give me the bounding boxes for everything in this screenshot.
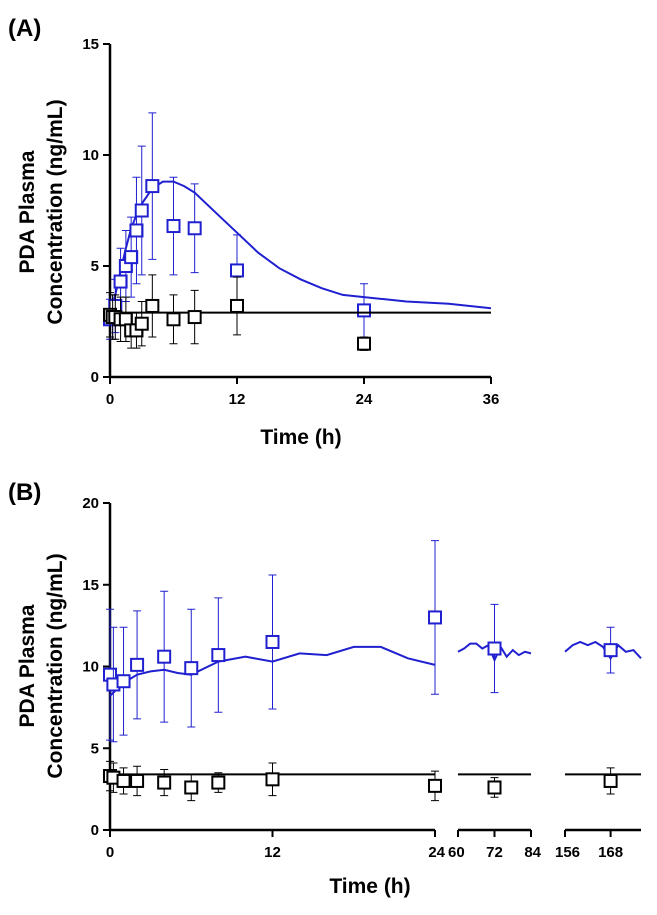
panel-a-xlabel: Time (h) xyxy=(260,426,341,449)
panel-b-xlabel: Time (h) xyxy=(329,875,410,898)
panel-b-series-0-point xyxy=(428,610,442,625)
panel-a-series-0-fit-line xyxy=(109,180,492,318)
panel-b-series-0-fit-line xyxy=(564,640,642,661)
panel-a-y-tick-label: 0 xyxy=(91,369,99,386)
panel-b-x-tick-label: 72 xyxy=(486,844,503,861)
panel-b-series-1-point xyxy=(157,775,172,790)
panel-a-y-tick-label: 5 xyxy=(91,258,99,275)
panel-b-y-tick-label: 0 xyxy=(91,822,99,839)
panel-a-y-tick-label: 15 xyxy=(82,36,99,53)
panel-b-series-1-point xyxy=(428,778,442,793)
panel-a-series-1-point xyxy=(230,298,244,313)
panel-b-x-tick-label: 24 xyxy=(428,844,445,861)
panel-b-series-0-point xyxy=(184,661,199,676)
panel-a-x-tick-label: 24 xyxy=(356,391,373,408)
panel-b-plot: 0 5 10 15 20 0 12 24 60 72 84 156 168 xyxy=(82,495,642,861)
panel-b-series-0-point xyxy=(116,674,131,689)
panel-a-label: (A) xyxy=(8,15,41,42)
panel-a-series-0-point xyxy=(145,179,160,194)
panel-b-y-tick-label: 10 xyxy=(82,659,99,676)
panel-b-ylabel-line2: Concentration (ng/mL) xyxy=(44,553,67,778)
panel-a-series-0-point xyxy=(357,303,371,318)
panel-b-label: (B) xyxy=(8,479,41,506)
panel-a-x-tick-label: 0 xyxy=(106,391,114,408)
panel-b-series-1-point xyxy=(130,773,145,788)
panel-b-x-tick-label: 84 xyxy=(524,844,541,861)
panel-b-series-0-point xyxy=(265,634,280,649)
panel-b-series-0-point xyxy=(603,643,618,658)
panel-a-series-1-point xyxy=(357,336,371,351)
panel-b-y-tick-label: 5 xyxy=(91,740,99,757)
panel-a-series-1-point xyxy=(166,312,181,327)
panel-b-series-1-point xyxy=(211,775,226,790)
panel-b-series-1-point xyxy=(116,773,131,788)
panel-b-series-0-point xyxy=(157,649,172,664)
panel-b-y-tick-label: 15 xyxy=(82,577,99,594)
panel-a-y-tick-label: 10 xyxy=(82,147,99,164)
panel-b-series-1-point xyxy=(184,780,199,795)
panel-b-series-1-point xyxy=(265,772,280,787)
panel-a-series-1-point xyxy=(145,298,160,313)
panel-a-series-0-point xyxy=(187,221,202,236)
panel-b-x-tick-label: 0 xyxy=(106,844,114,861)
panel-b-x-tick-label: 60 xyxy=(448,844,465,861)
panel-b-series-0-point xyxy=(487,641,502,656)
panel-a-series-0-point xyxy=(124,250,139,265)
panel-b-y-tick-label: 20 xyxy=(82,495,99,512)
panel-b-x-tick-label: 156 xyxy=(555,844,580,861)
panel-b-series-1-point xyxy=(487,780,502,795)
panel-a-series-0-point xyxy=(113,274,128,289)
panel-a-series-0-point xyxy=(230,263,244,278)
panel-a-series-0-point xyxy=(166,219,181,234)
panel-b-x-tick-label: 168 xyxy=(598,844,623,861)
panel-b-series-0-point xyxy=(211,648,226,663)
panel-a-x-tick-label: 12 xyxy=(229,391,246,408)
panel-a-ylabel-line1: PDA Plasma xyxy=(16,150,39,273)
panel-a-series-0-point xyxy=(129,223,144,238)
panel-a-plot: 0 5 10 15 0 12 24 36 xyxy=(82,36,499,408)
panel-b-ylabel-line1: PDA Plasma xyxy=(16,604,39,727)
panel-b-series-0-point xyxy=(130,657,145,672)
panel-a-x-tick-label: 36 xyxy=(483,391,500,408)
panel-b-series-1-point xyxy=(603,773,618,788)
panel-a-ylabel-line2: Concentration (ng/mL) xyxy=(44,99,67,324)
panel-a-series-0-point xyxy=(134,203,149,218)
panel-a-series-1-point xyxy=(187,310,202,325)
panel-b-x-tick-label: 12 xyxy=(264,844,281,861)
panel-a-series-1-point xyxy=(134,316,149,331)
